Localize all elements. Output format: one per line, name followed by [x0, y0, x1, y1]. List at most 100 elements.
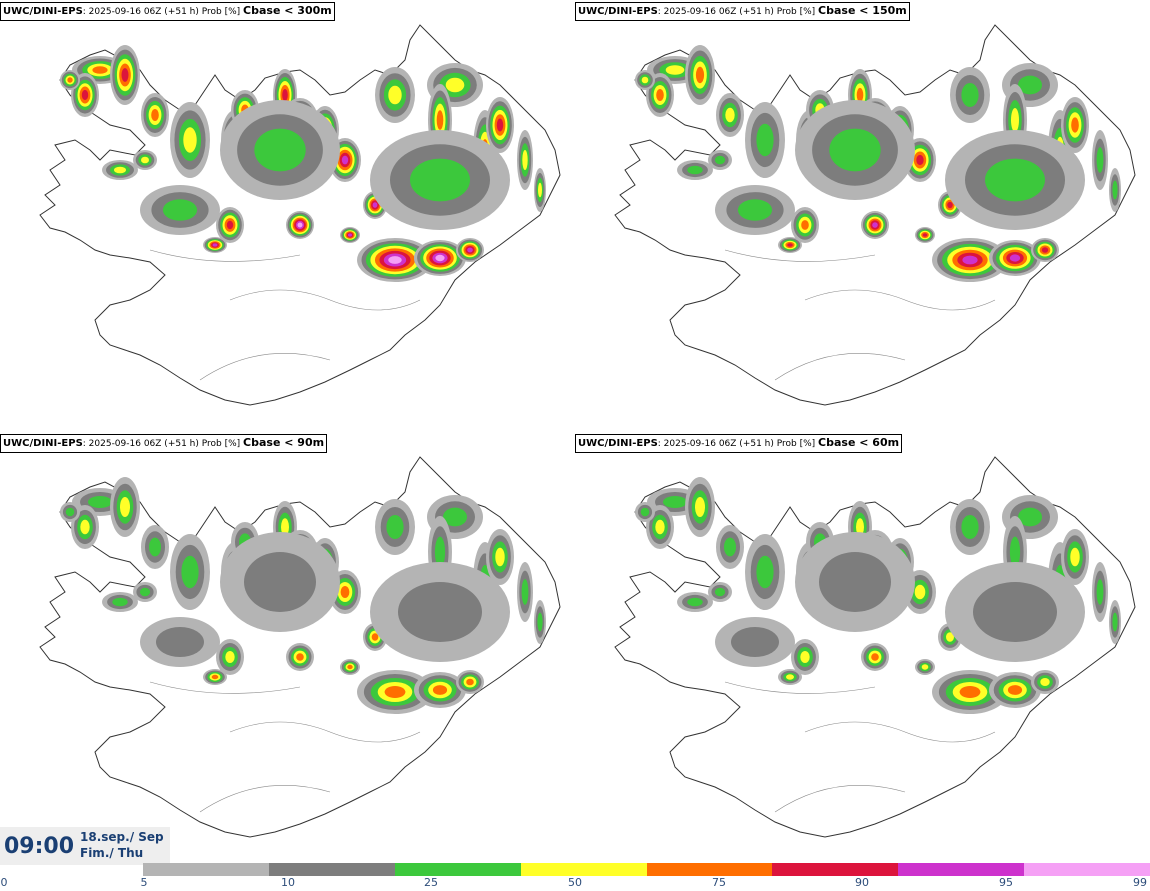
colorbar-segment: [268, 863, 395, 876]
probability-area: [466, 678, 474, 686]
probability-area: [388, 256, 402, 264]
map-panel-2: UWC/DINI-EPS: 2025-09-16 06Z (+51 h) Pro…: [575, 0, 1150, 432]
probability-area: [92, 66, 108, 74]
probability-area: [1071, 117, 1079, 133]
panel-header: UWC/DINI-EPS: 2025-09-16 06Z (+51 h) Pro…: [0, 434, 328, 453]
probability-area: [731, 627, 779, 657]
probability-area: [80, 519, 90, 535]
probability-area: [151, 109, 159, 121]
terrain-contour: [804, 289, 996, 311]
probability-area: [663, 496, 687, 508]
colorbar-segment: [520, 863, 647, 876]
probability-area: [961, 83, 979, 107]
probability-area: [537, 612, 543, 632]
colorbar-tick: 99: [1133, 876, 1147, 889]
colorbar-tick: 10: [281, 876, 295, 889]
probability-area: [372, 202, 378, 208]
probability-area: [348, 233, 352, 237]
probability-area: [225, 651, 235, 663]
probability-area: [226, 220, 234, 230]
probability-area: [162, 199, 198, 221]
probability-map: [39, 456, 561, 838]
probability-area: [695, 66, 705, 84]
valid-time-box: 09:00 18.sep./ Sep Fim./ Thu: [0, 827, 170, 865]
probability-area: [665, 65, 685, 75]
probability-area: [281, 518, 289, 536]
probability-colorbar: [143, 863, 1150, 876]
colorbar-tick: 0: [0, 876, 8, 889]
colorbar-segment: [772, 863, 899, 876]
probability-area: [347, 664, 353, 670]
probability-area: [156, 627, 204, 657]
probability-area: [296, 653, 304, 661]
probability-area: [88, 496, 112, 508]
terrain-contour: [149, 249, 301, 262]
probability-area: [410, 158, 470, 202]
probability-area: [212, 243, 218, 247]
probability-map: [39, 24, 561, 406]
probability-area: [1040, 678, 1050, 686]
probability-area: [871, 653, 879, 661]
probability-area: [1011, 108, 1019, 132]
probability-area: [521, 579, 529, 605]
probability-area: [1112, 612, 1118, 632]
probability-area: [1070, 547, 1080, 567]
probability-area: [1096, 579, 1104, 605]
probability-area: [856, 87, 864, 103]
model-name: UWC/DINI-EPS: [578, 6, 658, 17]
terrain-contour: [724, 249, 876, 262]
probability-area: [398, 582, 482, 642]
probability-area: [787, 243, 793, 247]
threshold-label: Cbase < 60m: [818, 436, 900, 449]
terrain-contour: [229, 721, 421, 743]
probability-area: [149, 537, 161, 557]
probability-area: [946, 632, 954, 642]
valid-weekday: Fim./ Thu: [80, 846, 144, 860]
probability-area: [121, 68, 129, 82]
terrain-contour: [149, 681, 301, 694]
probability-area: [714, 155, 726, 165]
probability-area: [656, 89, 664, 101]
probability-area: [655, 519, 665, 535]
probability-area: [819, 552, 891, 612]
colorbar-tick: 5: [140, 876, 148, 889]
probability-area: [737, 199, 773, 221]
probability-area: [495, 547, 505, 567]
probability-area: [1009, 536, 1021, 568]
run-info: : 2025-09-16 06Z (+51 h) Prob [%]: [82, 7, 244, 17]
panel-header: UWC/DINI-EPS: 2025-09-16 06Z (+51 h) Pro…: [575, 2, 910, 21]
model-name: UWC/DINI-EPS: [3, 6, 83, 17]
probability-area: [435, 254, 445, 262]
panel-header: UWC/DINI-EPS: 2025-09-16 06Z (+51 h) Pro…: [575, 434, 903, 453]
probability-area: [1112, 180, 1118, 200]
probability-area: [371, 633, 379, 641]
probability-area: [1009, 254, 1021, 262]
probability-area: [434, 536, 446, 568]
probability-area: [687, 597, 703, 607]
probability-area: [962, 255, 978, 265]
probability-area: [211, 674, 219, 680]
probability-area: [120, 497, 130, 517]
terrain-contour: [724, 681, 876, 694]
probability-area: [922, 233, 928, 237]
probability-area: [436, 110, 444, 130]
probability-area: [386, 515, 404, 539]
probability-area: [641, 76, 649, 84]
map-panel-3: UWC/DINI-EPS: 2025-09-16 06Z (+51 h) Pro…: [0, 432, 575, 864]
probability-area: [687, 165, 703, 175]
probability-area: [67, 77, 73, 83]
probability-area: [872, 222, 878, 228]
probability-area: [141, 156, 149, 164]
probability-area: [467, 247, 473, 253]
probability-area: [829, 128, 881, 172]
probability-area: [297, 222, 303, 228]
probability-area: [985, 158, 1045, 202]
probability-area: [973, 582, 1057, 642]
colorbar-segment: [394, 863, 521, 876]
probability-area: [714, 587, 726, 597]
colorbar-segment: [646, 863, 773, 876]
probability-area: [856, 518, 864, 536]
threshold-label: Cbase < 90m: [243, 436, 325, 449]
probability-area: [959, 686, 981, 698]
probability-area: [695, 497, 705, 517]
